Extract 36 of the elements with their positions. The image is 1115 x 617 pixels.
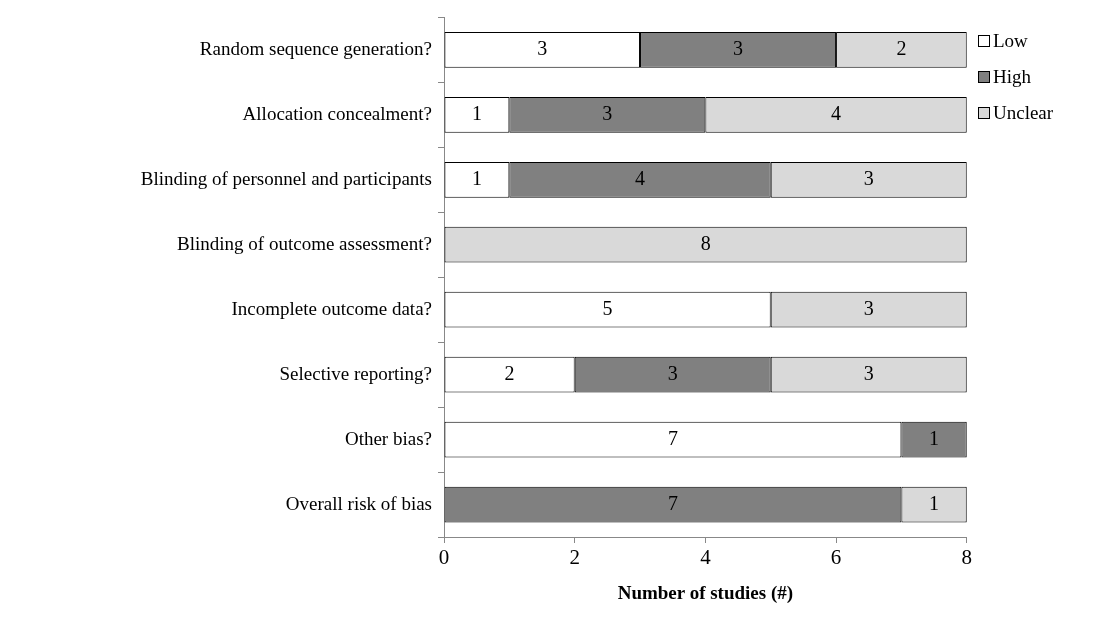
x-tick-label: 0 [438, 545, 450, 570]
y-tick-label: Selective reporting? [279, 362, 432, 384]
y-tick-label: Random sequence generation? [199, 37, 432, 59]
y-tick-label: Incomplete outcome data? [231, 297, 432, 319]
data-label: 5 [602, 296, 613, 319]
x-axis-title: Number of studies (#) [617, 581, 794, 604]
data-label: 3 [863, 361, 874, 384]
data-label: 3 [667, 361, 678, 384]
data-label: 1 [929, 426, 940, 449]
legend-label: Unclear [993, 102, 1054, 124]
data-label: 3 [733, 37, 744, 60]
data-label: 4 [831, 102, 842, 125]
text: Low [993, 30, 1028, 52]
y-tick-label: Allocation concealment? [242, 102, 432, 124]
x-tick-label: 6 [830, 545, 842, 570]
y-tick-label: Blinding of personnel and participants [140, 167, 432, 189]
x-tick-label: 8 [961, 545, 972, 570]
data-label: 8 [700, 231, 711, 254]
x-tick-label: 2 [569, 545, 580, 570]
data-label: 1 [929, 491, 940, 514]
y-tick-label: Overall risk of bias [285, 492, 432, 514]
data-label: 7 [667, 426, 678, 449]
data-label: 3 [863, 167, 874, 190]
data-label: 1 [471, 167, 482, 190]
data-label: 3 [863, 296, 874, 319]
data-label: 3 [537, 37, 548, 60]
y-tick-label: Blinding of outcome assessment? [177, 232, 432, 254]
data-label: 7 [667, 491, 678, 514]
legend-label: High [993, 66, 1031, 88]
data-label: 4 [635, 167, 646, 190]
data-label: 3 [602, 102, 613, 125]
y-tick-label: Other bias? [344, 427, 432, 449]
data-label: 2 [504, 361, 515, 384]
data-label: 1 [471, 102, 482, 125]
x-tick-label: 4 [700, 545, 712, 570]
data-label: 2 [896, 37, 907, 60]
